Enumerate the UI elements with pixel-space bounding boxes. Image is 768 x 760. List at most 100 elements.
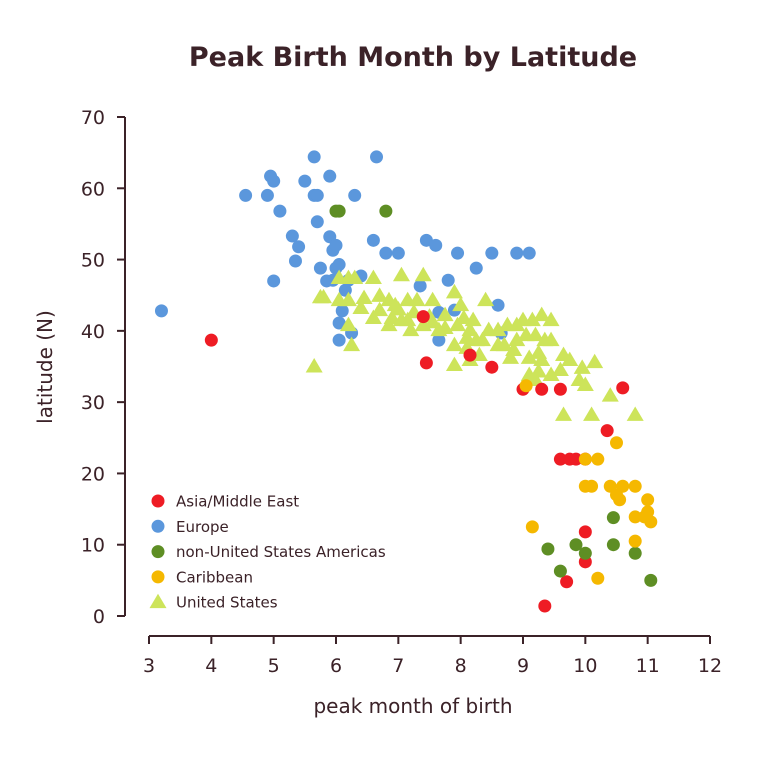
data-point [613,493,627,507]
data-point [239,188,253,202]
data-point [464,311,482,327]
data-point [514,311,532,327]
x-tick-label: 8 [455,655,467,677]
data-point [441,273,455,287]
data-point [416,310,430,324]
data-point [311,288,329,304]
data-point [591,452,605,466]
legend-label: Europe [176,518,229,536]
data-point [469,261,483,275]
data-point [551,361,569,377]
data-point [402,321,420,337]
data-point [641,493,655,507]
data-point [307,150,321,164]
y-tick-label: 0 [93,606,105,628]
data-point [585,479,599,493]
data-point [154,304,168,318]
data-point [541,542,555,556]
data-point [399,311,417,327]
data-point [288,254,302,268]
data-point [606,511,620,525]
data-point [533,306,551,322]
y-tick-label: 20 [81,463,105,485]
x-tick-label: 11 [636,655,660,677]
data-point [561,351,579,367]
legend-label: United States [176,594,278,612]
axes [124,117,710,637]
x-tick-label: 4 [205,655,217,677]
data-point [610,436,623,450]
data-point [522,246,536,260]
series-united-states [305,266,644,421]
data-point [578,525,592,539]
data-point [380,316,398,332]
data-point [553,382,567,396]
data-point [463,348,477,362]
legend-label: Caribbean [176,568,253,586]
data-point [451,246,465,260]
data-point [343,336,361,352]
data-point [606,538,620,552]
y-tick-label: 70 [81,107,105,129]
data-point [591,571,605,585]
data-point [538,599,552,613]
data-point [530,344,548,359]
data-point [445,356,463,372]
legend-item: Asia/Middle East [151,493,299,511]
data-point [491,298,505,312]
data-point [508,331,526,347]
data-point [389,300,407,316]
legend-marker [151,494,165,508]
data-point [644,573,658,587]
data-point [477,291,495,307]
data-point [414,316,432,332]
data-point [628,546,642,560]
data-point [310,215,324,229]
y-tick-label: 60 [81,178,105,200]
data-point [204,333,218,347]
data-point [370,150,384,164]
legend-marker [149,593,167,609]
data-point [285,229,299,243]
data-point [576,376,594,391]
y-tick-label: 40 [81,321,105,343]
data-point [323,169,337,183]
data-point [526,326,544,342]
data-point [392,266,410,282]
data-point [586,353,604,369]
data-point [379,246,393,260]
legend-item: Caribbean [151,568,253,586]
data-point [616,381,630,395]
legend-item: United States [149,593,278,612]
y-tick-label: 30 [81,392,105,414]
data-point [535,382,549,396]
x-tick-label: 10 [573,655,597,677]
legend-marker [151,570,165,584]
data-point [542,331,560,347]
data-point [569,538,583,552]
chart-title: Peak Birth Month by Latitude [189,42,637,73]
data-point [313,261,327,275]
data-point [339,316,357,332]
data-point [371,301,389,317]
data-point [329,238,343,252]
data-point [292,240,306,254]
legend: Asia/Middle East Europe non-United States … [149,493,386,612]
data-point [445,283,463,299]
data-point [414,266,432,282]
legend-label: Asia/Middle East [176,493,299,511]
data-point [519,379,533,393]
data-point [371,287,389,302]
y-tick-label: 10 [81,535,105,557]
data-point [332,316,346,330]
y-axis-label: latitude (N) [33,310,57,424]
series-non-united-states-americas [329,204,658,587]
data-point [346,269,364,285]
data-point [436,306,454,322]
data-point [419,356,433,370]
data-point [458,329,476,344]
data-point [364,309,382,324]
data-point [310,188,324,202]
data-point [628,534,642,548]
